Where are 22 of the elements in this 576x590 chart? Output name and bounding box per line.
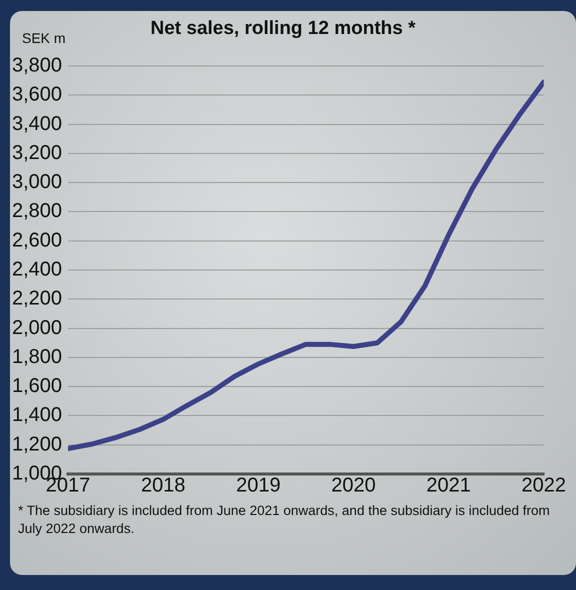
y-tick-label: 1,400: [12, 404, 62, 426]
y-tick-label: 2,000: [12, 316, 62, 339]
x-tick-label: 2021: [426, 474, 471, 497]
y-tick-label: 3,600: [12, 84, 62, 106]
y-tick-label: 2,200: [12, 288, 62, 310]
y-tick-label: 2,400: [12, 258, 62, 281]
y-tick-label: 3,200: [12, 142, 62, 164]
x-tick-label: 2019: [236, 474, 281, 497]
y-tick-label: 1,600: [12, 375, 62, 398]
y-tick-label: 3,800: [12, 54, 62, 77]
y-tick-label: 1,200: [12, 433, 62, 456]
y-tick-label: 2,800: [12, 200, 62, 222]
y-axis-title: SEK m: [22, 30, 66, 46]
x-tick-label: 2018: [140, 474, 186, 497]
y-tick-label: 1,800: [12, 346, 62, 368]
x-tick-label: 2020: [331, 474, 376, 497]
y-tick-label: 3,400: [12, 112, 62, 135]
text: * The subsidiary is included from June 2021 onwards, and the subsidiary is included from July 2022 onwards.: [18, 502, 551, 538]
x-tick-label: 2022: [522, 474, 566, 497]
y-tick-label: 2,600: [12, 229, 62, 252]
chart-title: Net sales, rolling 12 months *: [150, 18, 416, 39]
y-tick-label: 3,000: [12, 171, 62, 194]
